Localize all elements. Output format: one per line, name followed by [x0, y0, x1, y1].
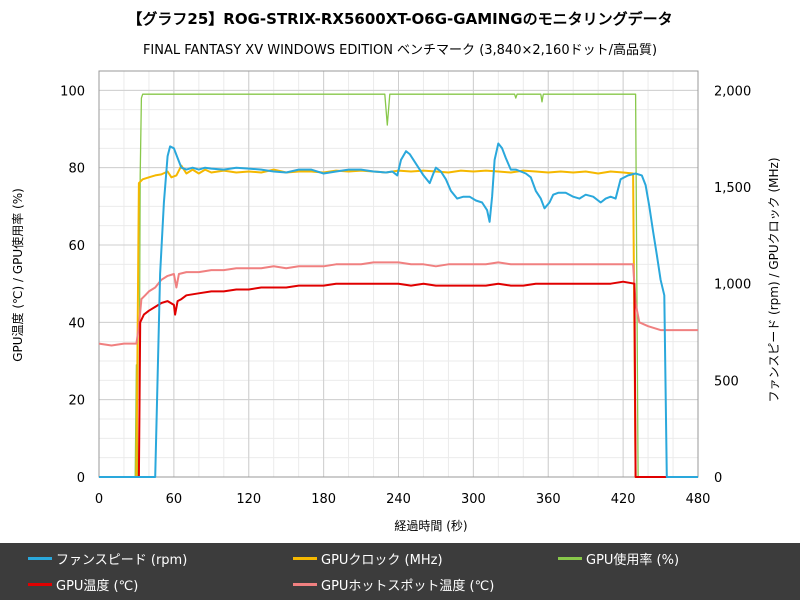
x-tick-label: 360 — [536, 492, 561, 507]
x-tick-label: 300 — [461, 492, 486, 507]
chart-subtitle: FINAL FANTASY XV WINDOWS EDITION ベンチマーク … — [142, 43, 658, 58]
y2-tick-label: 1,500 — [714, 181, 751, 196]
y-tick-label: 40 — [68, 316, 85, 331]
y2-tick-label: 0 — [714, 471, 722, 486]
legend-swatch-hotspot-temp — [293, 583, 317, 586]
fan-speed-line — [99, 142, 698, 478]
legend-item-gpu-temp: GPU温度 (℃) — [28, 575, 138, 594]
y-tick-label: 0 — [77, 471, 85, 486]
x-tick-label: 480 — [686, 492, 711, 507]
y-tick-label: 80 — [68, 162, 85, 177]
legend-item-fan-speed: ファンスピード (rpm) — [28, 549, 187, 568]
tick-layer: 0 60 120 180 240 300 360 420 4800204060801000500… — [60, 84, 751, 507]
x-tick-label: 240 — [386, 492, 411, 507]
major-grid — [98, 71, 699, 478]
y2-axis-label: ファンスピード (rpm) / GPUクロック (MHz) — [767, 157, 781, 402]
legend-label-gpu-clock: GPUクロック (MHz) — [321, 553, 443, 568]
legend-label-gpu-temp: GPU温度 (℃) — [56, 579, 139, 594]
plot-frame — [98, 70, 699, 478]
legend-label-hotspot-temp: GPUホットスポット温度 (℃) — [321, 579, 495, 594]
y2-tick-label: 2,000 — [714, 84, 751, 99]
x-tick-label: 60 — [166, 492, 183, 507]
x-tick-label: 420 — [611, 492, 636, 507]
legend-swatch-gpu-usage — [558, 557, 582, 560]
legend-item-hotspot-temp: GPUホットスポット温度 (℃) — [293, 575, 494, 594]
legend-swatch-gpu-clock — [293, 557, 317, 560]
series-layer — [98, 93, 698, 478]
legend-swatch-gpu-temp — [28, 583, 52, 586]
x-tick-label: 180 — [311, 492, 336, 507]
legend: ファンスピード (rpm) GPUクロック (MHz) GPU使用率 (%) G… — [0, 543, 800, 600]
legend-item-gpu-usage: GPU使用率 (%) — [558, 549, 679, 568]
y-tick-label: 100 — [60, 84, 85, 99]
y-tick-label: 60 — [68, 239, 85, 254]
x-axis-label: 経過時間 (秒) — [394, 519, 467, 533]
legend-swatch-fan-speed — [28, 557, 52, 560]
y-axis-label: GPU温度 (℃) / GPU使用率 (%) — [10, 188, 25, 362]
y2-tick-label: 1,000 — [714, 278, 751, 293]
y-tick-label: 20 — [68, 394, 85, 409]
legend-item-gpu-clock: GPUクロック (MHz) — [293, 549, 443, 568]
y2-tick-label: 500 — [714, 374, 739, 389]
gpu-temp-line — [99, 280, 698, 478]
chart-canvas: 0 60 120 180 240 300 360 420 4800204060801000500… — [10, 70, 781, 533]
legend-label-fan-speed: ファンスピード (rpm) — [56, 553, 188, 568]
chart-title: 【グラフ25】ROG-STRIX-RX5600XT-O6G-GAMINGのモニタ… — [127, 10, 673, 28]
hotspot-temp-line — [98, 261, 698, 347]
x-tick-label: 0 — [95, 492, 103, 507]
x-tick-label: 120 — [236, 492, 261, 507]
legend-label-gpu-usage: GPU使用率 (%) — [586, 553, 680, 568]
